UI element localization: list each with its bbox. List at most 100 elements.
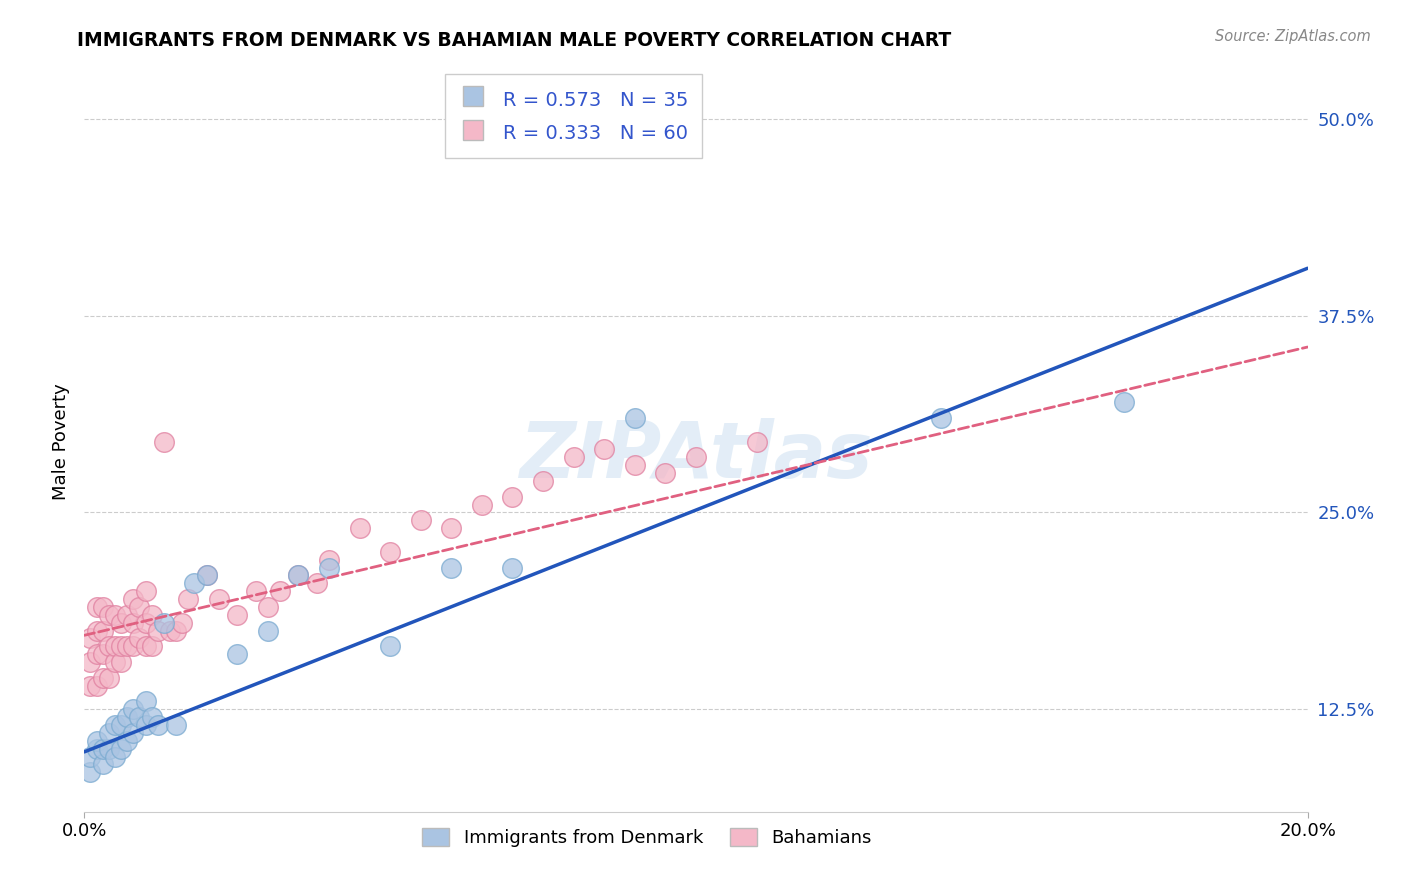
Point bbox=[91, 741, 114, 756]
Point bbox=[115, 710, 138, 724]
Point bbox=[86, 734, 108, 748]
Point bbox=[97, 640, 120, 654]
Point bbox=[110, 640, 132, 654]
Point bbox=[257, 599, 280, 614]
Point bbox=[141, 640, 163, 654]
Point bbox=[172, 615, 194, 630]
Point bbox=[146, 624, 169, 638]
Point bbox=[79, 765, 101, 780]
Point bbox=[86, 599, 108, 614]
Point bbox=[502, 560, 524, 574]
Point bbox=[747, 434, 769, 449]
Point bbox=[471, 498, 494, 512]
Text: ZIPAtlas: ZIPAtlas bbox=[519, 418, 873, 494]
Point bbox=[153, 434, 176, 449]
Point bbox=[97, 607, 120, 622]
Point bbox=[104, 718, 127, 732]
Point bbox=[257, 624, 280, 638]
Point bbox=[122, 592, 145, 607]
Point bbox=[110, 718, 132, 732]
Point bbox=[115, 734, 138, 748]
Point bbox=[104, 640, 127, 654]
Point bbox=[1114, 395, 1136, 409]
Point bbox=[287, 568, 309, 582]
Text: Source: ZipAtlas.com: Source: ZipAtlas.com bbox=[1215, 29, 1371, 44]
Point bbox=[153, 615, 176, 630]
Point bbox=[104, 749, 127, 764]
Point bbox=[91, 757, 114, 772]
Point bbox=[440, 521, 463, 535]
Point bbox=[165, 718, 187, 732]
Point bbox=[91, 671, 114, 685]
Point bbox=[128, 710, 150, 724]
Point bbox=[502, 490, 524, 504]
Point bbox=[624, 458, 647, 472]
Point bbox=[654, 466, 676, 480]
Point bbox=[135, 718, 157, 732]
Point bbox=[440, 560, 463, 574]
Point bbox=[122, 615, 145, 630]
Point bbox=[380, 640, 402, 654]
Point bbox=[208, 592, 231, 607]
Point bbox=[135, 640, 157, 654]
Point bbox=[110, 655, 132, 669]
Point bbox=[318, 560, 340, 574]
Point bbox=[86, 647, 108, 661]
Point bbox=[122, 726, 145, 740]
Point bbox=[380, 545, 402, 559]
Point bbox=[165, 624, 187, 638]
Point bbox=[122, 702, 145, 716]
Point bbox=[91, 599, 114, 614]
Point bbox=[86, 741, 108, 756]
Point bbox=[195, 568, 218, 582]
Legend: Immigrants from Denmark, Bahamians: Immigrants from Denmark, Bahamians bbox=[415, 821, 879, 855]
Point bbox=[79, 749, 101, 764]
Point bbox=[141, 607, 163, 622]
Point bbox=[104, 655, 127, 669]
Point bbox=[79, 679, 101, 693]
Point bbox=[91, 624, 114, 638]
Point bbox=[146, 718, 169, 732]
Point bbox=[349, 521, 371, 535]
Point bbox=[195, 568, 218, 582]
Point bbox=[624, 411, 647, 425]
Point bbox=[104, 607, 127, 622]
Point bbox=[115, 640, 138, 654]
Point bbox=[135, 694, 157, 708]
Point bbox=[86, 624, 108, 638]
Point bbox=[97, 671, 120, 685]
Point bbox=[135, 584, 157, 599]
Point bbox=[562, 450, 585, 465]
Point bbox=[531, 474, 554, 488]
Point bbox=[97, 726, 120, 740]
Point bbox=[409, 513, 432, 527]
Point bbox=[135, 615, 157, 630]
Point bbox=[110, 615, 132, 630]
Point bbox=[226, 607, 249, 622]
Point bbox=[183, 576, 205, 591]
Text: IMMIGRANTS FROM DENMARK VS BAHAMIAN MALE POVERTY CORRELATION CHART: IMMIGRANTS FROM DENMARK VS BAHAMIAN MALE… bbox=[77, 31, 952, 50]
Point bbox=[79, 632, 101, 646]
Point bbox=[685, 450, 707, 465]
Point bbox=[929, 411, 952, 425]
Point bbox=[318, 552, 340, 566]
Point bbox=[91, 647, 114, 661]
Point bbox=[97, 741, 120, 756]
Point bbox=[159, 624, 181, 638]
Point bbox=[128, 599, 150, 614]
Point bbox=[86, 679, 108, 693]
Point bbox=[141, 710, 163, 724]
Point bbox=[245, 584, 267, 599]
Point bbox=[177, 592, 200, 607]
Point bbox=[115, 607, 138, 622]
Point bbox=[122, 640, 145, 654]
Point bbox=[305, 576, 328, 591]
Point bbox=[593, 442, 616, 457]
Point bbox=[79, 655, 101, 669]
Point bbox=[269, 584, 291, 599]
Point bbox=[226, 647, 249, 661]
Point bbox=[287, 568, 309, 582]
Point bbox=[128, 632, 150, 646]
Y-axis label: Male Poverty: Male Poverty bbox=[52, 384, 70, 500]
Point bbox=[110, 741, 132, 756]
